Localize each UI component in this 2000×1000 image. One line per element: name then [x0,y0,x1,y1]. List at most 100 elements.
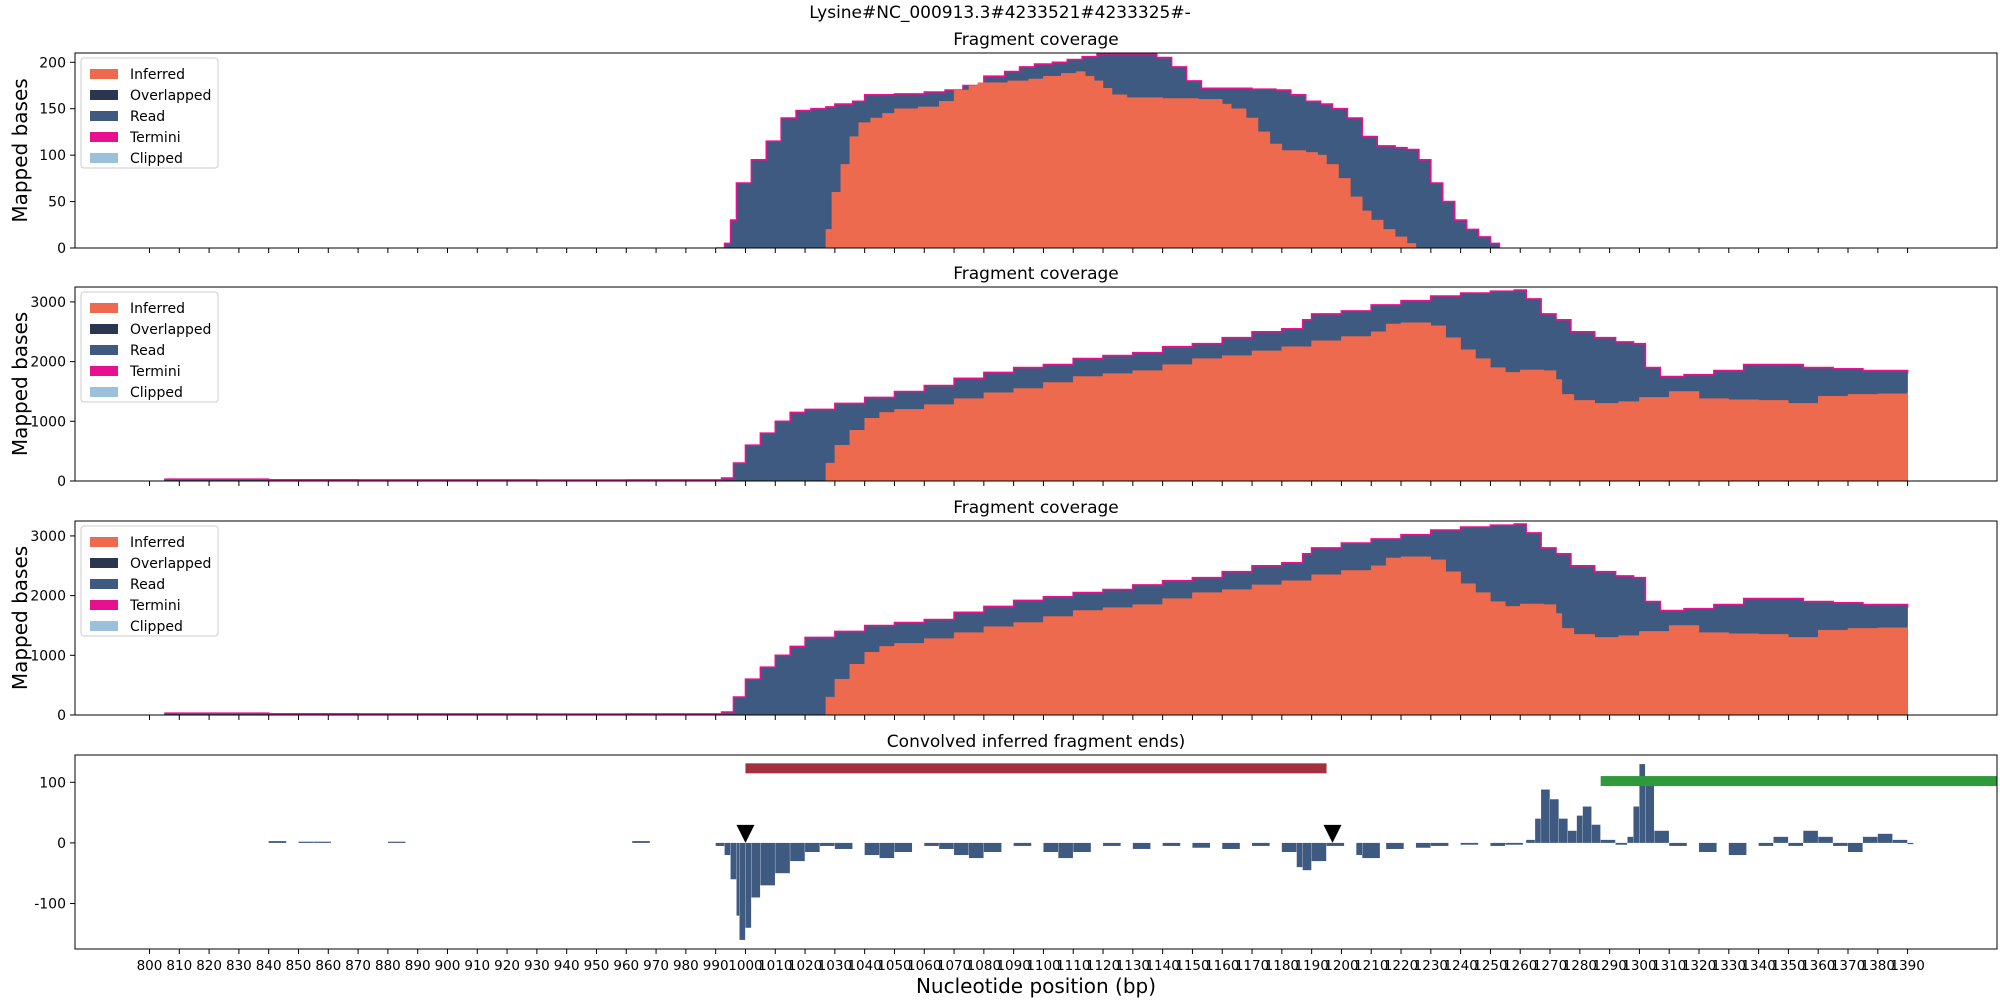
legend-label-read: Read [130,343,165,359]
signal-bar [632,841,650,843]
y-tick-label: -100 [34,897,66,913]
panel-title: Fragment coverage [953,30,1119,50]
legend-label-inferred: Inferred [130,535,185,551]
signal-bar [1892,839,1908,843]
x-tick-label: 880 [375,958,401,974]
y-tick-label: 150 [39,102,66,118]
axes-frame [74,520,1998,716]
y-axis-label: Mapped bases [8,546,32,690]
signal-bar [1654,830,1669,843]
x-tick-label: 1090 [996,958,1030,974]
legend-swatch-inferred [90,537,118,547]
signal-bar [1490,842,1506,846]
signal-bar [1699,842,1717,852]
legend-swatch-clipped [90,387,118,397]
legend-label-termini: Termini [129,130,181,146]
signal-bar [1430,842,1449,846]
signal-bar [1591,824,1601,843]
x-tick-label: 1290 [1592,958,1626,974]
x-tick-label: 1130 [1116,958,1150,974]
legend: Inferred Overlapped Read Termini Clipped [80,525,219,637]
signal-bar [1639,764,1646,843]
legend-label-clipped: Clipped [130,151,183,167]
x-tick-label: 850 [286,958,312,974]
x-tick-label: 1380 [1861,958,1895,974]
signal-bar [1558,818,1568,843]
legend-swatch-overlapped [90,324,118,334]
x-tick-label: 1040 [847,958,881,974]
x-tick-label: 840 [256,958,282,974]
x-tick-label: 1210 [1354,958,1388,974]
x-tick-label: 1350 [1771,958,1805,974]
signal-bar [1818,836,1833,843]
area-series-inferred [820,71,1417,248]
signal-bar [724,842,731,856]
x-tick-label: 930 [524,958,550,974]
x-tick-label: 830 [226,958,252,974]
x-tick-label: 1170 [1235,958,1269,974]
legend-label-inferred: Inferred [130,67,185,83]
signal-bar [1582,806,1592,843]
legend-label-termini: Termini [129,364,181,380]
x-tick-label: 1220 [1384,958,1418,974]
y-tick-label: 0 [57,241,66,257]
legend-swatch-clipped [90,621,118,631]
legend-swatch-inferred [90,303,118,313]
end-marker-2 [1323,824,1342,843]
signal-bar [1058,842,1073,859]
x-tick-label: 1310 [1652,958,1686,974]
x-tick-label: 1000 [728,958,762,974]
signal-bar [1162,842,1181,846]
signal-bar [730,842,737,880]
x-tick-label: 1180 [1265,958,1299,974]
x-axis-label: Nucleotide position (bp) [916,974,1156,998]
legend-swatch-inferred [90,69,118,79]
x-tick-label: 1240 [1443,958,1477,974]
signal-bar [736,842,740,916]
interval-bar-1 [745,763,1327,774]
y-tick-label: 3000 [30,295,66,311]
signal-bar [1043,842,1059,852]
x-tick-label: 1160 [1205,958,1239,974]
signal-bar [1645,785,1655,843]
axes-frame [74,52,1998,249]
legend-label-overlapped: Overlapped [130,556,211,572]
y-tick-label: 50 [48,195,66,211]
figure-suptitle: Lysine#NC_000913.3#4233521#4233325#- [809,3,1191,23]
plot-area [164,523,1909,715]
x-tick-label: 1330 [1712,958,1746,974]
signal-bar [1773,836,1789,843]
x-tick-label: 1260 [1503,958,1537,974]
x-tick-label: 1360 [1801,958,1835,974]
x-tick-label: 890 [405,958,431,974]
signal-bar [939,842,954,849]
legend-label-read: Read [130,577,165,593]
y-tick-label: 3000 [30,529,66,545]
signal-bar [1192,842,1211,848]
signal-bar [745,842,752,928]
legend-swatch-termini [90,600,118,610]
signal-bar [894,842,913,852]
signal-bar [1669,842,1687,846]
signal-bar [1788,842,1804,846]
end-marker-1 [736,824,755,843]
x-tick-label: 1050 [877,958,911,974]
signal-bar [1132,842,1151,849]
legend-swatch-read [90,579,118,589]
panel-title: Fragment coverage [953,264,1119,284]
x-tick-label: 820 [196,958,222,974]
signal-bar [1862,836,1878,843]
x-tick-label: 950 [584,958,610,974]
signal-bar [1311,842,1327,862]
area-series-inferred [820,322,1908,481]
x-tick-label: 1300 [1622,958,1656,974]
x-tick-label: 1030 [818,958,852,974]
signal-bar [1848,842,1863,852]
signal-bar [1600,839,1616,843]
legend-swatch-overlapped [90,90,118,100]
signal-bar [1326,842,1345,846]
x-tick-label: 1150 [1175,958,1209,974]
signal-bar [1415,842,1431,848]
signal-bar [775,842,790,874]
